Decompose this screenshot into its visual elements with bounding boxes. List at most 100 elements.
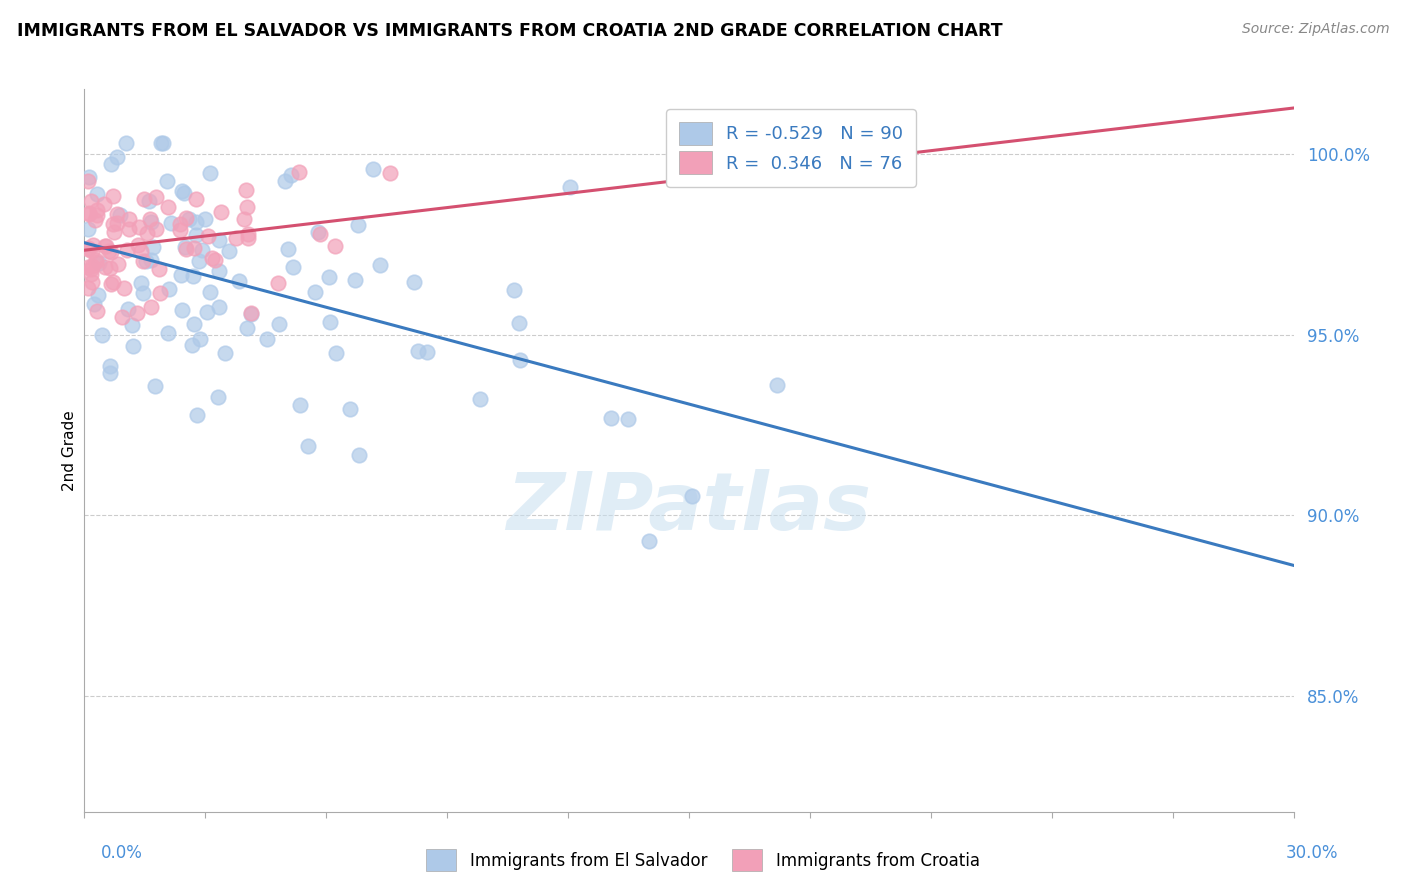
Point: [134, 192, 156, 206]
Point: [170, 184, 193, 198]
Point: [98, 260, 121, 275]
Point: [188, 332, 211, 346]
Point: [103, 226, 125, 240]
Point: [94, 239, 117, 253]
Point: [304, 285, 326, 299]
Point: [208, 233, 231, 247]
Point: [77, 205, 100, 219]
Point: [368, 259, 391, 273]
Point: [173, 186, 195, 200]
Point: [132, 253, 155, 268]
Point: [169, 223, 191, 237]
Point: [86, 186, 108, 201]
Point: [509, 353, 531, 368]
Point: [77, 242, 100, 256]
Point: [174, 211, 197, 226]
Point: [404, 276, 426, 290]
Point: [347, 448, 370, 462]
Point: [77, 241, 100, 255]
Point: [238, 231, 260, 245]
Point: [297, 439, 319, 453]
Point: [281, 260, 304, 274]
Point: [138, 194, 160, 208]
Point: [139, 300, 162, 314]
Point: [214, 346, 236, 360]
Point: [765, 378, 787, 392]
Point: [145, 190, 167, 204]
Point: [197, 228, 219, 243]
Point: [170, 268, 193, 282]
Point: [323, 238, 346, 252]
Point: [183, 317, 205, 331]
Point: [346, 218, 368, 232]
Point: [84, 255, 107, 269]
Point: [186, 227, 208, 242]
Point: [267, 276, 290, 290]
Point: [152, 136, 174, 151]
Point: [115, 243, 138, 257]
Text: 0.0%: 0.0%: [101, 844, 143, 862]
Point: [208, 264, 231, 278]
Point: [110, 208, 132, 222]
Point: [157, 326, 180, 340]
Point: [236, 320, 259, 334]
Point: [84, 252, 107, 267]
Point: [80, 194, 103, 209]
Point: [325, 346, 347, 360]
Point: [207, 300, 229, 314]
Point: [141, 215, 163, 229]
Point: [318, 270, 340, 285]
Point: [122, 339, 145, 353]
Point: [141, 253, 163, 268]
Point: [181, 338, 204, 352]
Point: [280, 168, 302, 182]
Point: [142, 240, 165, 254]
Point: [470, 392, 492, 407]
Point: [86, 304, 108, 318]
Point: [100, 157, 122, 171]
Point: [105, 207, 128, 221]
Point: [94, 260, 117, 275]
Point: [361, 162, 384, 177]
Point: [105, 150, 128, 164]
Point: [207, 390, 229, 404]
Point: [87, 256, 110, 270]
Point: [339, 402, 361, 417]
Point: [184, 192, 207, 206]
Point: [80, 244, 103, 259]
Point: [277, 243, 299, 257]
Point: [186, 409, 208, 423]
Text: Source: ZipAtlas.com: Source: ZipAtlas.com: [1241, 22, 1389, 37]
Point: [256, 332, 278, 346]
Point: [228, 275, 250, 289]
Point: [136, 227, 159, 241]
Point: [128, 220, 150, 235]
Point: [149, 136, 172, 151]
Point: [174, 240, 197, 254]
Point: [157, 200, 180, 214]
Point: [118, 211, 141, 226]
Point: [111, 310, 134, 324]
Point: [129, 244, 152, 258]
Point: [191, 244, 214, 258]
Point: [183, 241, 205, 255]
Point: [98, 244, 121, 259]
Point: [290, 398, 312, 412]
Point: [267, 318, 290, 332]
Point: [107, 257, 129, 271]
Point: [105, 216, 128, 230]
Point: [129, 276, 152, 290]
Point: [408, 343, 430, 358]
Point: [101, 188, 124, 202]
Point: [235, 183, 257, 197]
Point: [236, 227, 259, 242]
Point: [503, 283, 526, 297]
Point: [378, 166, 401, 180]
Point: [309, 227, 332, 242]
Point: [319, 315, 342, 329]
Point: [170, 303, 193, 318]
Point: [145, 221, 167, 235]
Point: [157, 282, 180, 296]
Point: [183, 269, 205, 284]
Point: [77, 207, 100, 221]
